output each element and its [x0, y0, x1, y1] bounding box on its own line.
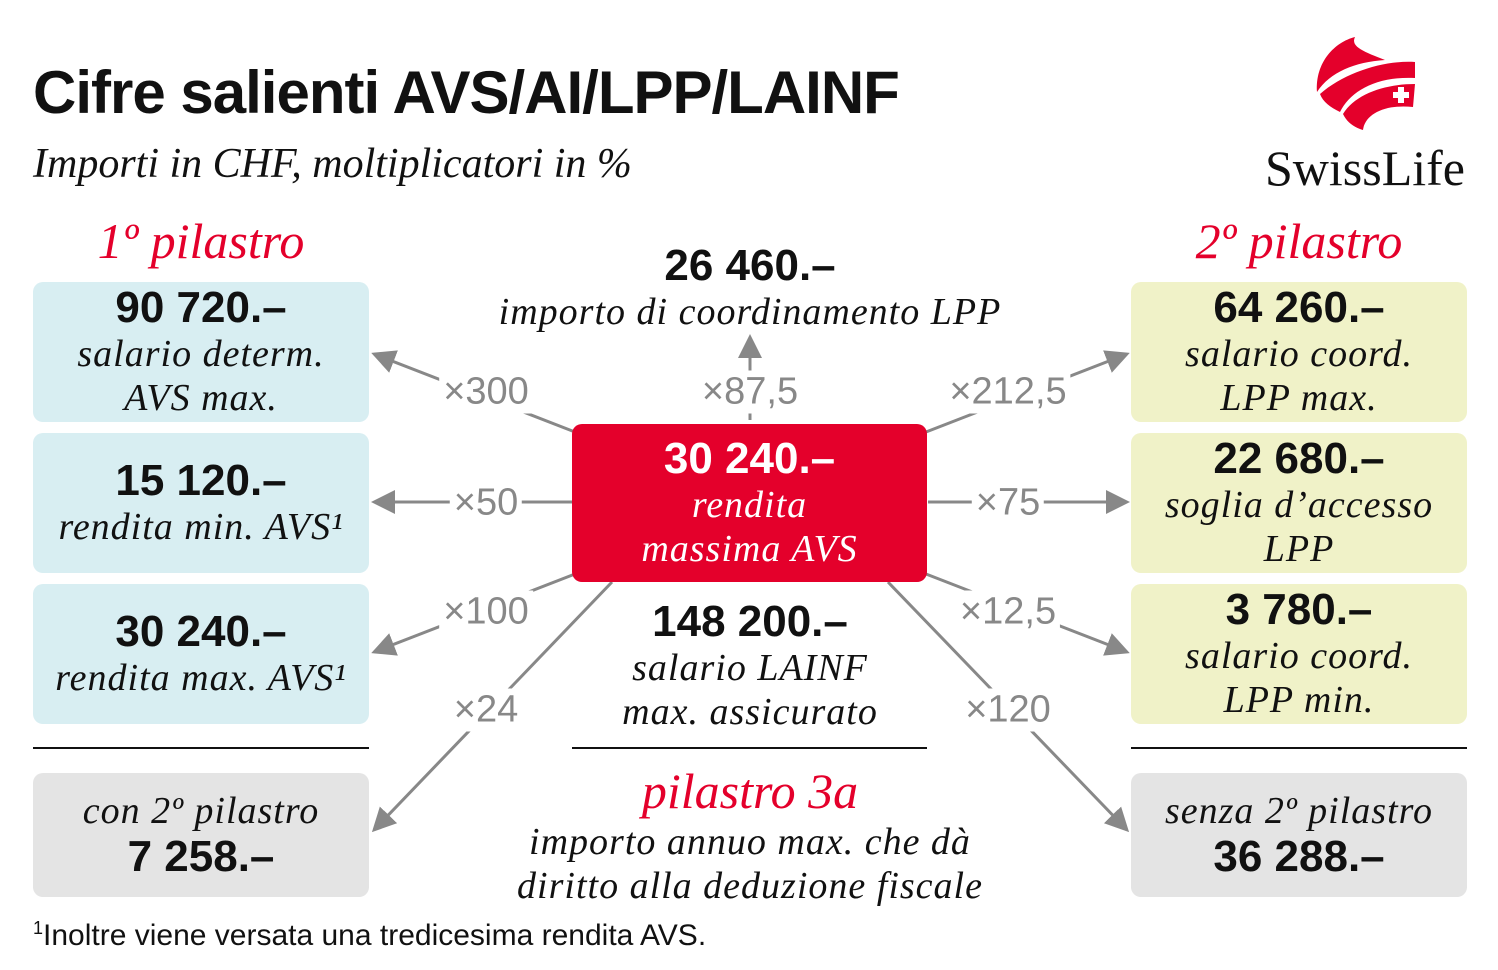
- label: importo annuo max. che dà: [529, 821, 971, 863]
- multiplier-212-5: ×212,5: [945, 370, 1071, 414]
- multiplier-120: ×120: [961, 688, 1055, 732]
- multiplier-300: ×300: [439, 370, 533, 414]
- label: LPP min.: [1223, 679, 1375, 721]
- value: 64 260.–: [1213, 283, 1385, 332]
- label: massima AVS: [641, 528, 858, 570]
- subtitle: Importi in CHF, moltiplicatori in %: [33, 141, 632, 187]
- box-lpp-max-salary: 64 260.– salario coord. LPP max.: [1131, 282, 1467, 422]
- multiplier-100: ×100: [439, 590, 533, 634]
- label: salario determ.: [77, 333, 325, 375]
- label: AVS max.: [124, 377, 278, 419]
- coordination-amount: 26 460.– importo di coordinamento LPP: [450, 242, 1050, 334]
- lainf-max-salary: 148 200.– salario LAINF max. assicurato: [560, 598, 940, 734]
- value: 30 240.–: [115, 607, 287, 656]
- value: 15 120.–: [115, 456, 287, 505]
- logo-text: SwissLife: [1265, 140, 1465, 196]
- divider: [33, 747, 369, 749]
- page-title: Cifre salienti AVS/AI/LPP/LAINF: [33, 59, 900, 126]
- box-3a-with-second-pillar: con 2º pilastro 7 258.–: [33, 773, 369, 897]
- label: rendita min. AVS¹: [58, 506, 344, 548]
- pillar-3a: pilastro 3a importo annuo max. che dà di…: [450, 762, 1050, 908]
- label: LPP max.: [1220, 377, 1378, 419]
- value: 7 258.–: [127, 832, 275, 881]
- value: 90 720.–: [115, 283, 287, 332]
- pillar-3a-heading: pilastro 3a: [641, 763, 859, 819]
- label: con 2º pilastro: [82, 790, 320, 832]
- value: 148 200.–: [652, 597, 848, 646]
- multiplier-50: ×50: [449, 481, 523, 525]
- box-avs-max-salary: 90 720.– salario determ. AVS max.: [33, 282, 369, 422]
- footnote-text: Inoltre viene versata una tredicesima re…: [43, 919, 707, 952]
- swisslife-flag-icon: [1316, 37, 1415, 130]
- label: salario LAINF: [632, 647, 868, 689]
- label: diritto alla deduzione fiscale: [517, 865, 983, 907]
- second-pillar-heading: 2º pilastro: [1195, 213, 1403, 269]
- value: 22 680.–: [1213, 434, 1385, 483]
- divider: [1131, 747, 1467, 749]
- box-avs-max-pension: 30 240.– rendita max. AVS¹: [33, 584, 369, 724]
- box-lpp-threshold: 22 680.– soglia d’accesso LPP: [1131, 433, 1467, 573]
- divider: [572, 747, 927, 749]
- multiplier-24: ×24: [449, 688, 523, 732]
- label: salario coord.: [1185, 333, 1413, 375]
- footnote: 1Inoltre viene versata una tredicesima r…: [33, 918, 706, 953]
- label: LPP: [1263, 528, 1335, 570]
- footnote-mark: 1: [33, 918, 44, 938]
- label: salario coord.: [1185, 635, 1413, 677]
- label: rendita max. AVS¹: [55, 657, 347, 699]
- multiplier-87-5: ×87,5: [697, 370, 803, 414]
- value: 3 780.–: [1225, 585, 1373, 634]
- label: rendita: [691, 484, 808, 526]
- label: importo di coordinamento LPP: [498, 291, 1002, 333]
- label: senza 2º pilastro: [1164, 790, 1434, 832]
- box-3a-without-second-pillar: senza 2º pilastro 36 288.–: [1131, 773, 1467, 897]
- label: soglia d’accesso: [1164, 484, 1434, 526]
- multiplier-12-5: ×12,5: [955, 590, 1061, 634]
- label: max. assicurato: [622, 691, 878, 733]
- value: 26 460.–: [664, 241, 836, 290]
- first-pillar-heading: 1º pilastro: [97, 213, 305, 269]
- value: 36 288.–: [1213, 832, 1385, 881]
- box-avs-max-pension-center: 30 240.– rendita massima AVS: [572, 424, 927, 582]
- swisslife-logo: SwissLife: [1255, 32, 1475, 196]
- box-lpp-min-salary: 3 780.– salario coord. LPP min.: [1131, 584, 1467, 724]
- value: 30 240.–: [663, 434, 836, 483]
- multiplier-75: ×75: [971, 481, 1045, 525]
- box-avs-min-pension: 15 120.– rendita min. AVS¹: [33, 433, 369, 573]
